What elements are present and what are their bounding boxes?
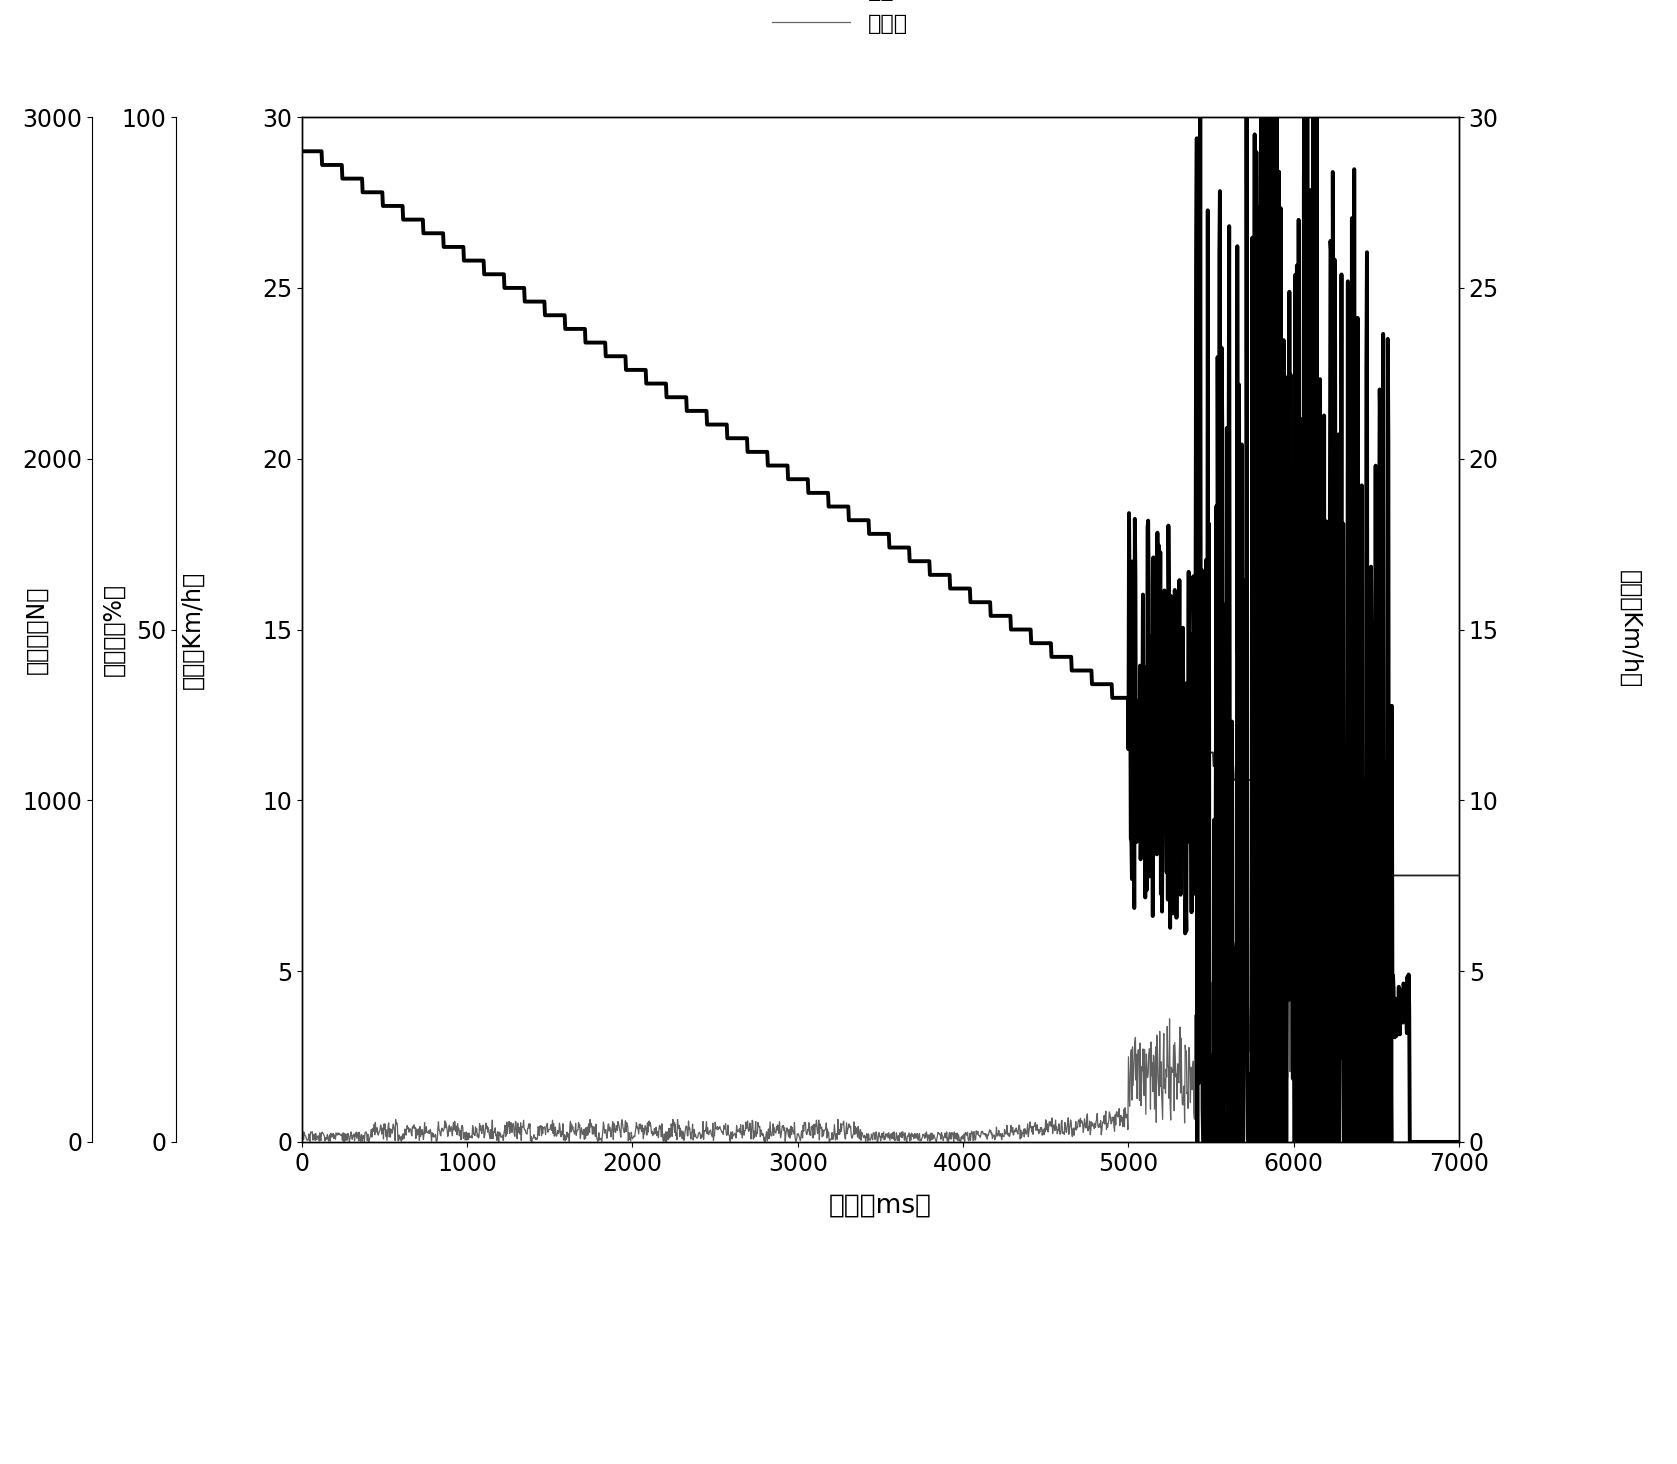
Text: 轮速（Km/h）: 轮速（Km/h） [1618,571,1642,688]
Legend: 车速, 制动力/轮速, 车速, 滑移率: 车速, 制动力/轮速, 车速, 滑移率 [761,0,953,45]
Text: 滑移率（%）: 滑移率（%） [102,583,126,676]
Text: 车速（Km/h）: 车速（Km/h） [181,571,205,688]
X-axis label: 时间（ms）: 时间（ms） [828,1192,932,1218]
Text: 制动力（N）: 制动力（N） [25,586,49,673]
